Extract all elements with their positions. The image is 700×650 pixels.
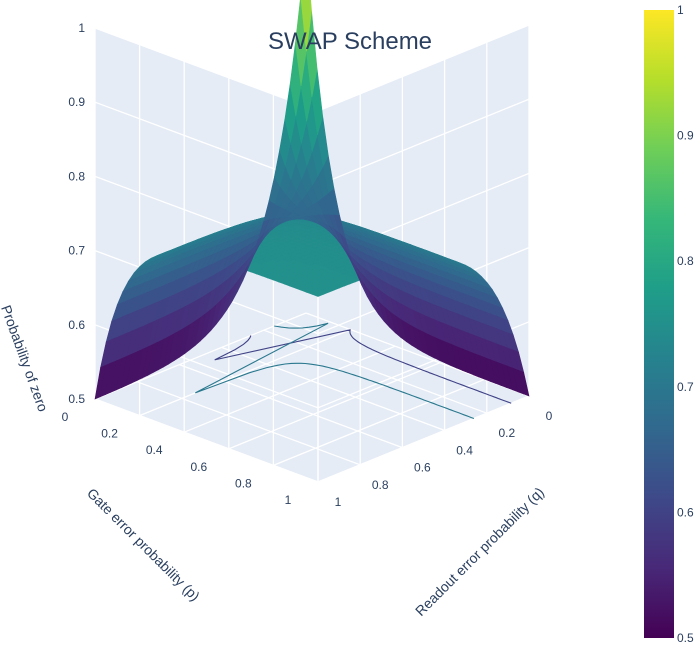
x-axis-title: Gate error probability (p) bbox=[84, 485, 203, 604]
colorbar-tick-label: 1 bbox=[677, 3, 684, 17]
x-tick-label: 0.4 bbox=[146, 443, 163, 457]
y-tick-label: 0.4 bbox=[456, 443, 473, 457]
surface-cell bbox=[300, 0, 312, 52]
gridline bbox=[94, 27, 319, 112]
z-tick-label: 0.5 bbox=[68, 392, 85, 406]
z-tick-label: 0.8 bbox=[68, 169, 85, 183]
gridline bbox=[317, 24, 530, 112]
colorbar bbox=[644, 10, 674, 638]
y-axis-ticks: 0 0.2 0.4 0.6 0.8 1 bbox=[335, 409, 553, 509]
gridline bbox=[179, 363, 403, 449]
x-tick-label: 1 bbox=[285, 493, 292, 507]
z-tick-label: 1 bbox=[78, 21, 85, 35]
y-axis-title: Readout error probability (q) bbox=[412, 484, 547, 619]
gridline bbox=[273, 378, 485, 467]
y-tick-label: 0 bbox=[546, 409, 553, 423]
x-tick-label: 0.6 bbox=[190, 460, 207, 474]
gridline bbox=[94, 398, 319, 483]
colorbar-tick-label: 0.8 bbox=[677, 254, 694, 268]
colorbar-tick-label: 0.5 bbox=[677, 631, 694, 645]
contour-line bbox=[195, 322, 475, 420]
colorbar-tick-label: 0.7 bbox=[677, 380, 694, 394]
gridline bbox=[94, 312, 307, 400]
x-tick-label: 0 bbox=[62, 410, 69, 424]
z-tick-label: 0.9 bbox=[68, 95, 85, 109]
gridline bbox=[221, 346, 445, 432]
gridline bbox=[317, 395, 530, 483]
z-axis-ticks: 0.5 0.6 0.7 0.8 0.9 1 bbox=[68, 21, 85, 406]
gridline bbox=[228, 362, 441, 450]
surface-mesh[interactable] bbox=[94, 0, 530, 400]
x-tick-label: 0.8 bbox=[235, 476, 252, 490]
chart-title: SWAP Scheme bbox=[268, 28, 432, 55]
z-tick-label: 0.7 bbox=[68, 244, 85, 258]
x-tick-label: 0.2 bbox=[101, 427, 118, 441]
gridline bbox=[317, 98, 530, 186]
y-tick-label: 1 bbox=[335, 495, 342, 509]
colorbar-ticks: 0.5 0.6 0.7 0.8 0.9 1 bbox=[677, 3, 694, 645]
z-tick-label: 0.6 bbox=[68, 318, 85, 332]
x-axis-ticks: 0 0.2 0.4 0.6 0.8 1 bbox=[62, 410, 292, 507]
y-tick-label: 0.6 bbox=[414, 461, 431, 475]
colorbar-tick-label: 0.9 bbox=[677, 129, 694, 143]
gridline bbox=[136, 381, 361, 466]
y-tick-label: 0.8 bbox=[372, 478, 389, 492]
colorbar-tick-label: 0.6 bbox=[677, 505, 694, 519]
contour-line bbox=[214, 329, 512, 404]
z-axis-title: Probability of zero bbox=[0, 303, 51, 414]
y-tick-label: 0.2 bbox=[498, 426, 515, 440]
gridline bbox=[139, 328, 351, 417]
gridline bbox=[263, 329, 488, 414]
floor-contours bbox=[195, 322, 512, 420]
